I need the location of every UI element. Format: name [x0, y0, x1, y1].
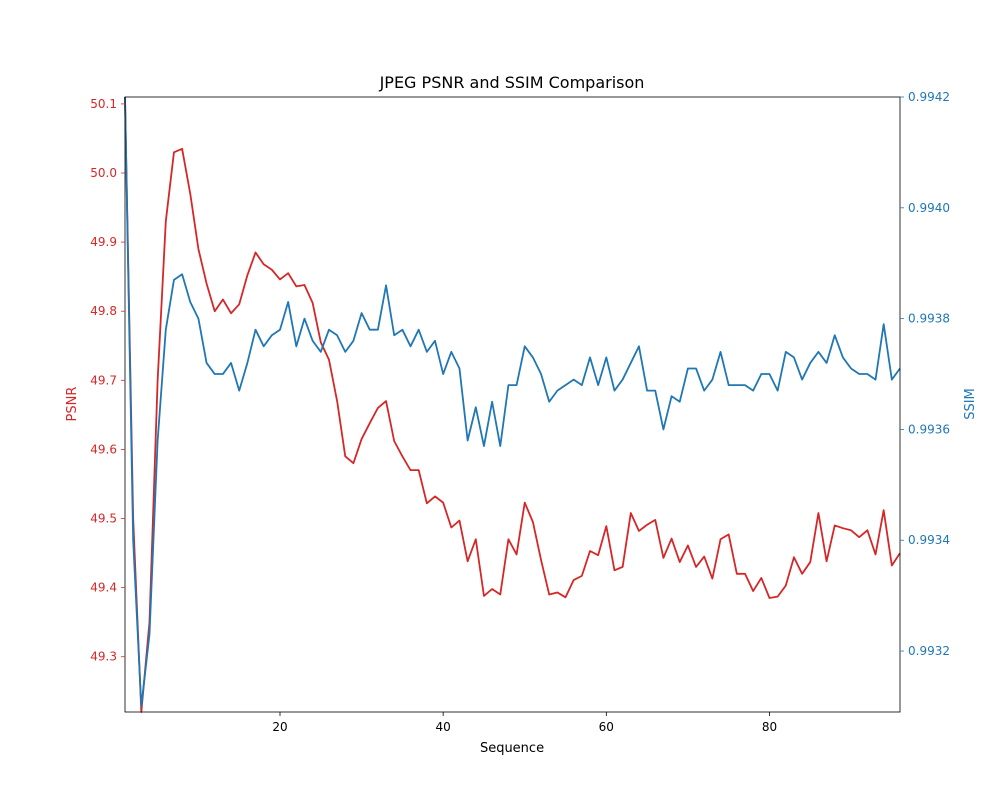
ssim-series-line: [124, 96, 901, 708]
psnr-polyline: [124, 96, 901, 713]
psnr-tick-label: 50.0: [90, 166, 117, 180]
x-tick-label: 60: [599, 720, 614, 734]
psnr-tick-label: 49.3: [90, 650, 117, 664]
psnr-tick-label: 49.4: [90, 581, 117, 595]
x-axis: 20 40 60 80: [272, 712, 777, 734]
psnr-tick-label: 49.9: [90, 235, 117, 249]
psnr-tick-label: 49.6: [90, 442, 117, 456]
x-tick-label: 20: [272, 720, 287, 734]
ssim-tick-label: 0.9942: [908, 90, 950, 104]
psnr-series-line: [124, 96, 901, 713]
x-tick-label: 80: [762, 720, 777, 734]
ssim-tick-label: 0.9932: [908, 644, 950, 658]
x-axis-label: Sequence: [480, 741, 544, 756]
plot-frame: [124, 96, 901, 713]
ssim-tick-label: 0.9940: [908, 201, 950, 215]
psnr-axis-label: PSNR: [65, 387, 80, 422]
x-tick-label: 40: [436, 720, 451, 734]
ssim-polyline: [124, 96, 901, 708]
ssim-tick-label: 0.9938: [908, 312, 950, 326]
ssim-tick-label: 0.9936: [908, 422, 950, 436]
ssim-y-axis: 0.9932 0.9934 0.9936 0.9938 0.9940 0.9942: [900, 90, 950, 658]
psnr-tick-label: 49.7: [90, 373, 117, 387]
psnr-tick-label: 49.5: [90, 512, 117, 526]
psnr-tick-label: 49.8: [90, 304, 117, 318]
chart-title: JPEG PSNR and SSIM Comparison: [379, 73, 645, 92]
psnr-tick-label: 50.1: [90, 97, 117, 111]
psnr-y-axis: 49.3 49.4 49.5 49.6 49.7 49.8 49.9 50.0 50.1: [90, 97, 125, 664]
ssim-axis-label: SSIM: [963, 388, 978, 420]
ssim-tick-label: 0.9934: [908, 533, 950, 547]
